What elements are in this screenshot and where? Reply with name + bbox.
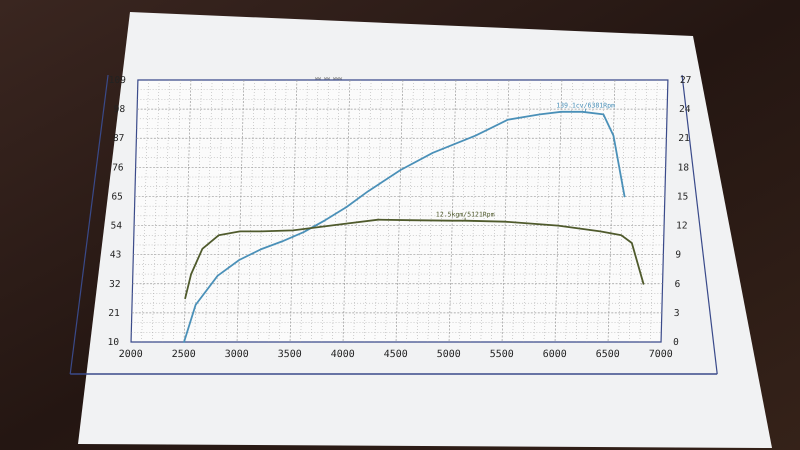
outer-frame-right xyxy=(681,74,718,375)
power-curve xyxy=(183,110,626,343)
torque-curve xyxy=(184,218,645,300)
right-axis-ticks: 0 3 6 9 12 15 18 21 24 27 xyxy=(673,75,692,348)
x-tick-label: 6000 xyxy=(543,349,567,360)
grid-line-vertical xyxy=(289,80,298,342)
outer-frame-left xyxy=(69,74,109,375)
left-tick-label: 76 xyxy=(112,162,124,173)
right-tick-label: 6 xyxy=(674,279,680,290)
right-tick-label: 0 xyxy=(673,337,679,348)
left-tick-label: 98 xyxy=(114,104,126,115)
left-tick-label: 10 xyxy=(107,337,119,348)
right-tick-label: 21 xyxy=(678,133,690,144)
left-tick-label: 32 xyxy=(109,279,121,290)
left-tick-label: 21 xyxy=(108,308,120,319)
right-tick-label: 12 xyxy=(676,221,688,232)
x-tick-label: 4000 xyxy=(331,349,355,360)
right-tick-label: 18 xyxy=(677,162,689,173)
x-tick-label: 7000 xyxy=(649,349,673,360)
x-axis-ticks: 2000 2500 3000 3500 4000 4500 5000 5500 6000 6500… xyxy=(119,349,673,360)
dyno-chart: 2000 2500 3000 3500 4000 4500 5000 5500 6000 6500… xyxy=(69,74,718,375)
chart-header: ww ww www xyxy=(315,76,343,82)
x-tick-label: 2500 xyxy=(172,349,196,360)
grid-line-vertical xyxy=(236,80,245,342)
right-tick-label: 9 xyxy=(675,250,681,261)
grid-line-vertical xyxy=(448,80,457,342)
left-tick-label: 43 xyxy=(110,250,122,261)
power-peak-label: 139.1cv/6381Rpm xyxy=(556,102,615,110)
right-tick-label: 27 xyxy=(680,75,692,86)
x-tick-label: 5000 xyxy=(437,349,461,360)
grid-line-vertical xyxy=(342,80,351,342)
torque-peak-label: 12.5kgm/5121Rpm xyxy=(436,211,495,219)
left-tick-label: 109 xyxy=(109,75,127,86)
grid-line-vertical xyxy=(395,80,404,342)
x-tick-label: 6500 xyxy=(596,349,620,360)
x-tick-label: 3500 xyxy=(278,349,302,360)
x-tick-label: 2000 xyxy=(119,349,143,360)
series-lines xyxy=(183,110,645,343)
grid-lines xyxy=(131,80,668,342)
annotations: 139.1cv/6381Rpm 12.5kgm/5121Rpm xyxy=(436,102,615,221)
x-tick-label: 3000 xyxy=(225,349,249,360)
grid-line-vertical xyxy=(607,80,616,342)
left-tick-label: 65 xyxy=(111,191,123,202)
right-tick-label: 15 xyxy=(677,191,689,202)
x-tick-label: 5500 xyxy=(490,349,514,360)
x-tick-label: 4500 xyxy=(384,349,408,360)
grid-line-vertical xyxy=(501,80,510,342)
left-axis-ticks: 10 21 32 43 54 65 76 87 98 109 xyxy=(107,75,127,348)
grid-line-vertical xyxy=(554,80,563,342)
left-tick-label: 87 xyxy=(113,133,125,144)
right-tick-label: 3 xyxy=(674,308,680,319)
right-tick-label: 24 xyxy=(679,104,691,115)
left-tick-label: 54 xyxy=(110,221,122,232)
